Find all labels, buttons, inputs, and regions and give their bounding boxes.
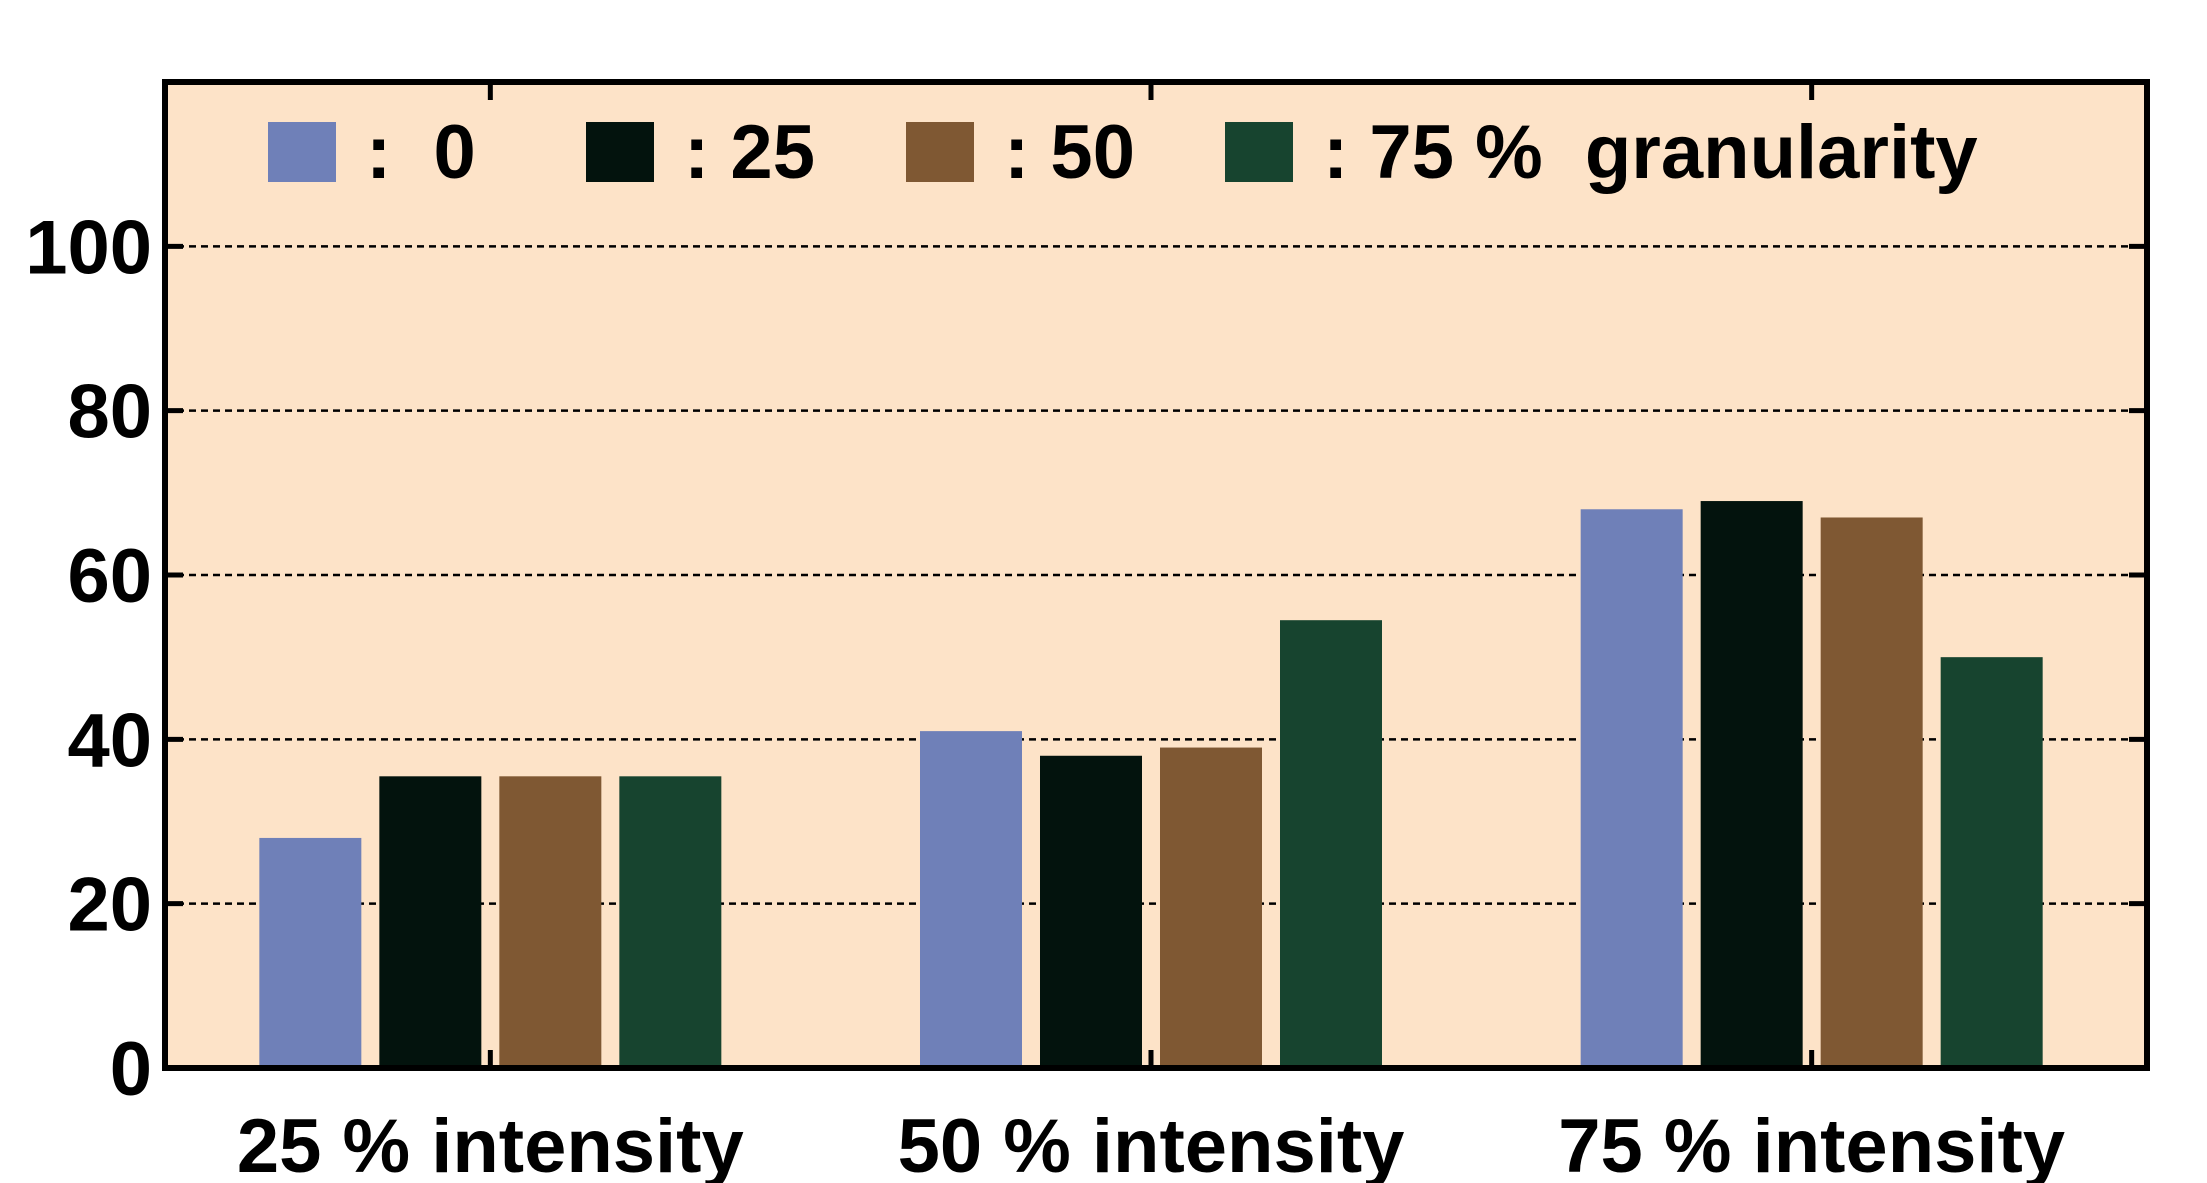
legend-swatch [906, 122, 974, 182]
y-axis-tick-labels: 0 20 40 60 80 100 [25, 205, 152, 1112]
bar [920, 731, 1022, 1068]
legend-label: : 0 [366, 110, 476, 195]
x-axis-tick-labels: 25 % intensity 50 % intensity 75 % intensi… [237, 1104, 2065, 1183]
bar [499, 776, 602, 1068]
legend-label: : 25 [684, 110, 815, 195]
legend-swatch [1225, 122, 1293, 182]
y-tick-label: 20 [67, 863, 152, 948]
bar [1280, 620, 1382, 1068]
bar [1820, 517, 1923, 1068]
bar [1160, 747, 1262, 1068]
x-tick-label: 50 % intensity [898, 1104, 1405, 1183]
legend-label: : 50 [1004, 110, 1135, 195]
bar [1700, 501, 1803, 1068]
y-tick-label: 0 [110, 1027, 152, 1112]
y-tick-label: 100 [25, 205, 152, 290]
legend: : 0 : 25 : 50 : 75 % granularity [268, 110, 1978, 195]
bar [619, 776, 722, 1068]
bar [1940, 657, 2043, 1068]
legend-label: : 75 % granularity [1323, 110, 1978, 195]
bar [259, 837, 362, 1068]
legend-swatch [268, 122, 336, 182]
legend-swatch [586, 122, 654, 182]
bar [1040, 755, 1142, 1068]
bar [379, 776, 482, 1068]
bars [259, 501, 2043, 1068]
axis-ticks [165, 82, 2147, 1071]
bar [1580, 509, 1683, 1068]
y-tick-label: 60 [67, 534, 152, 619]
x-tick-label: 75 % intensity [1558, 1104, 2065, 1183]
y-tick-label: 80 [67, 370, 152, 455]
x-tick-label: 25 % intensity [237, 1104, 744, 1183]
gridlines [165, 245, 2147, 905]
y-tick-label: 40 [67, 698, 152, 783]
